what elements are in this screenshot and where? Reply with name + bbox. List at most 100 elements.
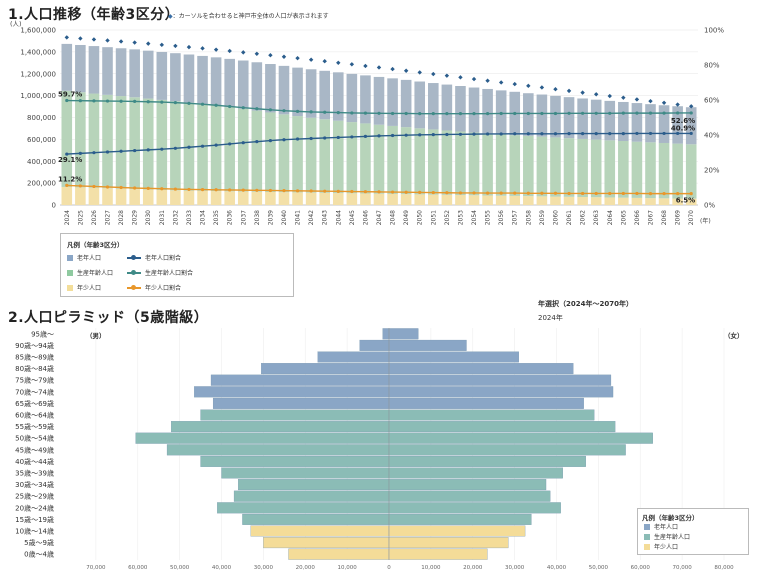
bar-working: [550, 137, 561, 197]
age-group-label: 0歳～4歳: [24, 550, 54, 559]
total-marker: [390, 66, 395, 72]
bar-young: [292, 192, 303, 205]
ratio-point: [608, 132, 612, 136]
x-tick-label: 2036: [227, 210, 234, 225]
ratio-point: [485, 132, 490, 136]
ratio-point: [431, 112, 435, 116]
female-bar: [388, 490, 551, 502]
female-bar: [388, 467, 563, 479]
ratio-point: [133, 99, 137, 103]
female-bar: [388, 537, 509, 549]
bar-working: [414, 128, 426, 195]
bar-working: [142, 98, 154, 190]
ratio-point: [390, 190, 395, 194]
female-bar: [388, 421, 616, 433]
age-group-label: 80歳～84歳: [15, 364, 54, 373]
bar-working: [509, 135, 521, 196]
legend-working-ratio-label: 生産年齢人口割合: [145, 270, 194, 277]
bar-working: [428, 129, 439, 195]
bar-working: [305, 117, 317, 193]
y-tick-label: 200,000: [27, 180, 56, 188]
ratio-point: [350, 135, 354, 139]
ratio-point: [282, 138, 286, 142]
age-group-label: 70歳～74歳: [15, 387, 54, 396]
ratio-point: [295, 137, 300, 141]
total-marker: [661, 100, 667, 105]
pyr-young-swatch: [644, 543, 650, 550]
ratio-point: [173, 146, 177, 150]
ratio-point: [350, 189, 354, 194]
total-marker: [173, 43, 178, 49]
bar-working: [536, 136, 548, 197]
ratio-point: [309, 189, 313, 193]
pyramid-legend-young-label: 年少人口: [654, 544, 679, 551]
bar-elderly: [75, 44, 86, 93]
bar-elderly: [536, 94, 548, 137]
bar-working: [251, 110, 263, 192]
male-bar: [261, 363, 390, 375]
x-tick-label: 2048: [390, 210, 397, 225]
male-bar: [200, 409, 390, 421]
ratio-point: [363, 111, 368, 115]
x-tick-label: 2043: [322, 210, 329, 225]
ratio-point: [458, 191, 463, 195]
age-group-label: 65歳～69歳: [15, 399, 54, 408]
age-group-label: 55歳～59歳: [15, 422, 54, 431]
bar-elderly: [265, 64, 276, 113]
x-tick-label: 2050: [417, 210, 424, 225]
bar-working: [468, 132, 480, 196]
total-marker: [471, 76, 477, 82]
age-group-label: 15歳～19歳: [15, 515, 54, 524]
x-tick-label: 2038: [254, 210, 261, 225]
bar-young: [102, 188, 113, 205]
female-bar: [388, 351, 519, 363]
ratio-point: [119, 185, 123, 190]
age-group-label: 25歳～29歳: [15, 492, 54, 501]
ratio-point: [133, 148, 137, 153]
bar-elderly: [251, 62, 263, 111]
bar-young: [278, 192, 290, 205]
age-group-label: 10歳～14歳: [15, 527, 54, 536]
x-tick-label: 2031: [159, 210, 166, 225]
bar-working: [523, 135, 534, 197]
x-tick-label: 2028: [118, 210, 125, 225]
total-marker: [64, 35, 69, 40]
bar-young: [536, 196, 548, 205]
ratio-point: [635, 131, 639, 136]
year-selector-value[interactable]: 2024年: [538, 314, 563, 322]
ratio-point: [92, 184, 96, 189]
ratio-point: [581, 111, 585, 115]
ratio-point: [160, 147, 164, 151]
bar-young: [645, 198, 656, 205]
ratio-point: [608, 191, 612, 196]
bar-working: [618, 141, 629, 198]
bar-young: [346, 193, 358, 205]
bar-young: [672, 198, 683, 205]
bar-young: [400, 194, 412, 205]
bar-elderly: [360, 75, 371, 124]
ratio-point: [526, 111, 530, 116]
ratio-point: [268, 108, 273, 112]
hover-hint-text: ：カーソルを合わせると神戸市全体の人口が表示されます: [172, 13, 329, 20]
x-tick-label: 2034: [200, 210, 207, 225]
ratio-point: [648, 192, 653, 196]
bar-working: [224, 107, 235, 192]
year-selector[interactable]: 年選択（2024年～2070年） 2024年: [538, 299, 633, 323]
total-marker: [295, 55, 300, 61]
bar-young: [61, 186, 73, 205]
bar-young: [319, 192, 330, 205]
ratio-point: [513, 111, 517, 116]
x-tick-label: 2030: [145, 210, 152, 225]
section2-title: 2.人口ピラミッド（5歳階級）: [8, 310, 209, 326]
y-tick-label: 0: [52, 202, 56, 210]
total-marker: [268, 53, 273, 58]
bar-young: [658, 198, 670, 205]
x-tick-label: 2027: [105, 210, 112, 225]
ratio-point: [445, 132, 449, 137]
pyramid-x-tick-label: 60,000: [128, 565, 148, 570]
ratio-point: [648, 131, 653, 136]
bar-young: [251, 191, 263, 205]
female-bar: [388, 525, 526, 537]
bar-elderly: [604, 100, 616, 141]
ratio-point: [214, 103, 218, 107]
